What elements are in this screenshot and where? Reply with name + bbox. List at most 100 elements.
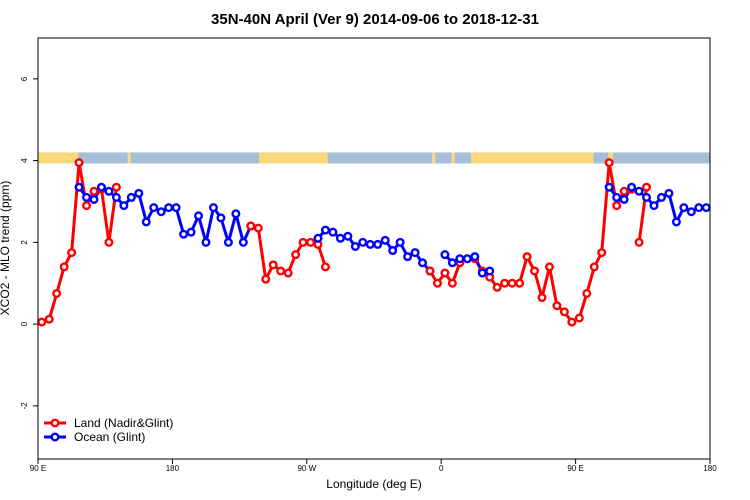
land-strip-segment <box>451 152 455 164</box>
data-point <box>246 221 256 231</box>
data-point <box>425 266 435 276</box>
data-point <box>313 233 323 243</box>
data-point <box>67 248 77 258</box>
plot-area <box>37 152 711 327</box>
data-point <box>462 254 472 264</box>
data-point <box>89 186 99 196</box>
data-point <box>395 237 405 247</box>
data-point <box>216 213 226 223</box>
data-point <box>619 194 629 204</box>
data-point <box>559 307 569 317</box>
data-point <box>373 239 383 249</box>
data-point <box>589 262 599 272</box>
data-point <box>104 186 114 196</box>
data-point <box>208 203 218 213</box>
data-point <box>261 274 271 284</box>
data-point <box>291 250 301 260</box>
data-point <box>627 182 637 192</box>
x-tick-label: 180 <box>703 464 717 473</box>
data-point <box>306 237 316 247</box>
y-axis-label: XCO2 - MLO trend (ppm) <box>0 181 12 316</box>
data-point <box>111 192 121 202</box>
land-strip-segment <box>432 152 436 164</box>
data-point <box>530 266 540 276</box>
data-point <box>440 268 450 278</box>
data-point <box>656 192 666 202</box>
land-strip-segment <box>127 152 131 164</box>
data-point <box>82 201 92 211</box>
data-point <box>156 207 166 217</box>
data-point <box>432 278 442 288</box>
data-point <box>537 293 547 303</box>
data-point <box>447 278 457 288</box>
data-point <box>544 262 554 272</box>
land-strip-segment <box>608 152 613 164</box>
legend: Land (Nadir&Glint)Ocean (Glint) <box>44 416 173 444</box>
data-point <box>604 182 614 192</box>
data-point <box>82 192 92 202</box>
data-point <box>410 248 420 258</box>
data-point <box>59 262 69 272</box>
data-point <box>574 313 584 323</box>
x-tick-label: 90 E <box>567 464 583 473</box>
data-point <box>403 252 413 262</box>
land-strip-segment <box>38 152 79 164</box>
data-point <box>634 186 644 196</box>
data-point <box>701 203 711 213</box>
x-tick-label: 90 E <box>30 464 46 473</box>
data-point <box>223 237 233 247</box>
data-point <box>612 201 622 211</box>
data-point <box>104 237 114 247</box>
legend-swatch-marker <box>50 418 60 428</box>
data-point <box>365 239 375 249</box>
data-point <box>418 258 428 268</box>
x-tick-label: 180 <box>166 464 180 473</box>
data-point <box>455 254 465 264</box>
land-strip-segment <box>471 152 594 164</box>
data-point <box>694 203 704 213</box>
data-point <box>74 182 84 192</box>
data-point <box>89 194 99 204</box>
data-point <box>283 268 293 278</box>
data-point <box>328 227 338 237</box>
data-point <box>74 158 84 168</box>
data-point <box>276 266 286 276</box>
x-tick-label: 0 <box>439 464 444 473</box>
chart-title: 35N-40N April (Ver 9) 2014-09-06 to 2018… <box>211 11 539 28</box>
plot-frame <box>37 37 711 460</box>
data-point <box>686 207 696 217</box>
data-point <box>619 186 629 196</box>
data-point <box>141 217 151 227</box>
data-point <box>179 229 189 239</box>
data-point <box>298 237 308 247</box>
data-point <box>44 314 54 324</box>
data-point <box>380 235 390 245</box>
data-point <box>447 258 457 268</box>
data-point <box>96 182 106 192</box>
data-point <box>522 252 532 262</box>
x-axis-label: Longitude (deg E) <box>326 477 421 491</box>
data-point <box>164 203 174 213</box>
data-point <box>470 252 480 262</box>
data-point <box>171 203 181 213</box>
data-point <box>111 182 121 192</box>
data-point <box>126 192 136 202</box>
data-point <box>320 262 330 272</box>
y-tick-label: 4 <box>20 158 29 163</box>
data-point <box>134 188 144 198</box>
data-point <box>485 266 495 276</box>
data-point <box>604 158 614 168</box>
data-point <box>500 278 510 288</box>
series-line <box>428 161 633 324</box>
data-point <box>642 182 652 192</box>
y-tick-label: -2 <box>20 402 29 410</box>
data-point <box>567 317 577 327</box>
data-point <box>612 192 622 202</box>
data-point <box>664 188 674 198</box>
data-point <box>649 201 659 211</box>
data-point <box>268 260 278 270</box>
data-point <box>37 317 47 327</box>
data-point <box>515 278 525 288</box>
legend-label: Ocean (Glint) <box>74 430 145 444</box>
